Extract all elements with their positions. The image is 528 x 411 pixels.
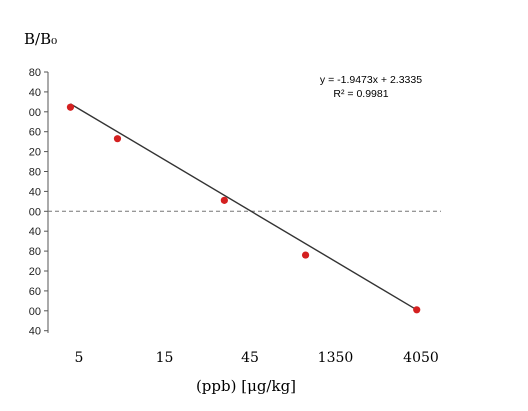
trendline: [70, 103, 418, 311]
data-point: [220, 196, 228, 204]
x-tick-label: 45: [241, 350, 259, 366]
y-tick-group: 80 40 00 60 20 80 40 00 40 80 20 60 00 40: [29, 67, 48, 338]
y-tick-label: 60: [29, 127, 41, 139]
trendline-equation: y = -1.9473x + 2.3335: [320, 74, 422, 86]
trendline-r-squared: R² = 0.9981: [333, 88, 388, 100]
y-tick-label: 00: [29, 206, 41, 218]
x-tick-label: 5: [75, 350, 84, 366]
x-tick-group: 5 15 45 1350 4050: [75, 350, 439, 366]
y-tick-label: 40: [29, 226, 41, 238]
data-point: [413, 306, 421, 314]
y-tick-label: 00: [29, 107, 41, 119]
y-axis-title: B/B₀: [24, 30, 57, 48]
y-tick-label: 80: [29, 67, 41, 79]
x-tick-label: 4050: [403, 350, 439, 366]
data-point-group: [66, 103, 421, 314]
data-point: [301, 251, 310, 259]
y-tick-label: 60: [29, 286, 41, 298]
y-tick-label: 80: [29, 246, 41, 258]
x-tick-label: 1350: [318, 350, 354, 366]
x-axis-title: (ppb) [μg/kg]: [196, 377, 296, 395]
data-point: [66, 103, 75, 111]
y-tick-label: 20: [29, 147, 41, 159]
x-tick-label: 15: [156, 350, 174, 366]
data-point: [113, 135, 122, 143]
y-tick-label: 40: [29, 186, 41, 198]
y-tick-label: 40: [29, 87, 41, 99]
y-tick-label: 00: [29, 306, 41, 318]
y-tick-label: 20: [29, 266, 41, 278]
y-tick-label: 40: [29, 326, 41, 338]
y-tick-label: 80: [29, 167, 41, 179]
